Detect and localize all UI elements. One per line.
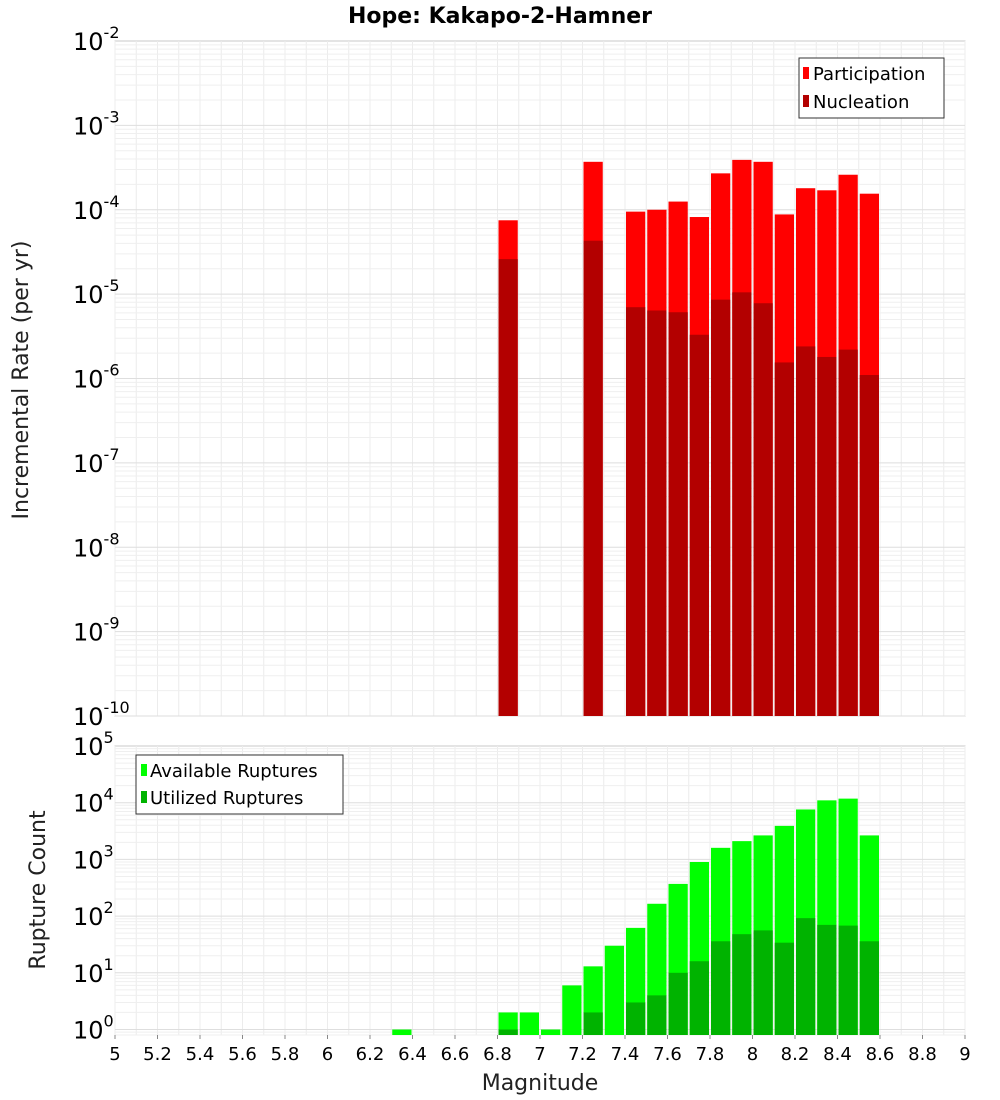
rate-panel: 10-2 10-3 10-4 10-5 10-6 10-7 10-8 10-9 10-10 In… xyxy=(9,23,966,731)
count-utilized-ruptures-bar xyxy=(711,941,731,1035)
x-tick-label: 5.6 xyxy=(228,1044,257,1065)
count-utilized-ruptures-bar xyxy=(774,942,794,1035)
count-y-tick-label: 101 xyxy=(73,955,114,988)
rate-legend: Participation Nucleation xyxy=(798,57,945,119)
x-tick-label: 9 xyxy=(959,1044,970,1065)
x-tick-label: 7.8 xyxy=(696,1044,725,1065)
participation-legend-swatch xyxy=(803,67,809,79)
x-tick-label: 6.2 xyxy=(356,1044,385,1065)
rate-nucleation-bar xyxy=(668,312,688,716)
rate-gridlines xyxy=(114,41,966,717)
count-y-tick-label: 103 xyxy=(73,841,114,874)
count-utilized-ruptures-bar xyxy=(817,924,837,1035)
count-utilized-ruptures-bar xyxy=(753,930,773,1035)
rate-y-tick-label: 10-3 xyxy=(73,107,120,140)
count-available-ruptures-bar xyxy=(498,1012,518,1035)
x-tick-label: 5.8 xyxy=(271,1044,300,1065)
rate-y-tick-label: 10-8 xyxy=(73,529,120,562)
rate-nucleation-bar xyxy=(583,240,603,717)
x-tick-label: 8.4 xyxy=(823,1044,852,1065)
count-gridlines xyxy=(114,746,966,1036)
x-tick-label: 6 xyxy=(322,1044,333,1065)
count-utilized-ruptures-bar xyxy=(498,1029,518,1035)
count-available-ruptures-bar xyxy=(604,945,624,1035)
rate-y-tick-label: 10-10 xyxy=(73,698,130,731)
rate-y-axis-label: Incremental Rate (per yr) xyxy=(9,241,34,520)
rate-bars xyxy=(498,159,879,717)
utilized-legend-swatch xyxy=(141,791,147,803)
rate-nucleation-bar xyxy=(817,356,837,716)
x-tick-label: 7 xyxy=(534,1044,545,1065)
x-tick-label: 5.4 xyxy=(186,1044,215,1065)
count-y-tick-label: 104 xyxy=(73,785,114,818)
count-panel: 105 104 103 102 101 100 5 5.2 5.4 5.6 5.8 6 6.2 6.4 6… xyxy=(26,728,971,1096)
rate-nucleation-bar xyxy=(796,346,816,716)
count-utilized-ruptures-bar xyxy=(732,934,752,1035)
rate-nucleation-bar xyxy=(753,303,773,716)
x-tick-label: 8.2 xyxy=(781,1044,810,1065)
count-utilized-ruptures-bar xyxy=(796,918,816,1035)
count-utilized-ruptures-bar xyxy=(583,1012,603,1035)
rate-y-tick-label: 10-9 xyxy=(73,614,120,647)
count-utilized-ruptures-bar xyxy=(838,925,858,1035)
x-tick-label: 6.8 xyxy=(483,1044,512,1065)
rate-y-tick-label: 10-7 xyxy=(73,445,120,478)
count-utilized-ruptures-bar xyxy=(647,995,667,1035)
rate-y-tick-label: 10-6 xyxy=(73,361,120,394)
count-y-axis-label: Rupture Count xyxy=(26,810,51,970)
count-y-tick-label: 102 xyxy=(73,898,114,931)
x-tick-label: 7.4 xyxy=(611,1044,640,1065)
count-available-ruptures-bar xyxy=(519,1012,539,1035)
x-tick-label: 6.4 xyxy=(398,1044,427,1065)
rate-nucleation-bar xyxy=(498,259,518,716)
rate-legend-box xyxy=(798,57,945,119)
rate-nucleation-bar xyxy=(626,307,646,716)
count-bars xyxy=(392,798,879,1035)
nucleation-legend-label: Nucleation xyxy=(813,92,909,113)
available-legend-label: Available Ruptures xyxy=(150,761,318,782)
nucleation-legend-swatch xyxy=(803,95,809,107)
x-tick-label: 8.6 xyxy=(866,1044,895,1065)
count-legend: Available Ruptures Utilized Ruptures xyxy=(135,754,344,815)
participation-legend-label: Participation xyxy=(813,64,925,85)
count-y-tick-label: 105 xyxy=(73,728,114,761)
rate-nucleation-bar xyxy=(689,334,709,716)
rate-nucleation-bar xyxy=(838,349,858,716)
count-available-ruptures-bar xyxy=(392,1029,412,1035)
rate-nucleation-bar xyxy=(647,310,667,716)
x-tick-label: 7.2 xyxy=(568,1044,597,1065)
rate-nucleation-bar xyxy=(711,299,731,716)
count-y-ticks: 105 104 103 102 101 100 xyxy=(73,728,114,1045)
x-axis-label: Magnitude xyxy=(482,1071,599,1096)
count-utilized-ruptures-bar xyxy=(689,961,709,1035)
rate-y-tick-label: 10-2 xyxy=(73,23,120,56)
count-y-tick-label: 100 xyxy=(73,1012,114,1045)
rate-nucleation-bar xyxy=(774,362,794,716)
count-utilized-ruptures-bar xyxy=(626,1002,646,1035)
rate-y-tick-label: 10-4 xyxy=(73,192,120,225)
count-utilized-ruptures-bar xyxy=(859,941,879,1035)
rate-nucleation-bar xyxy=(859,375,879,716)
count-legend-box xyxy=(135,754,344,815)
chart-title: Hope: Kakapo-2-Hamner xyxy=(348,4,652,29)
x-tick-label: 5 xyxy=(109,1044,120,1065)
rate-y-tick-label: 10-5 xyxy=(73,276,120,309)
utilized-legend-label: Utilized Ruptures xyxy=(150,788,303,809)
x-tick-label: 8 xyxy=(747,1044,758,1065)
x-tick-label: 7.6 xyxy=(653,1044,682,1065)
x-tick-label: 8.8 xyxy=(908,1044,937,1065)
rate-nucleation-bar xyxy=(732,292,752,716)
count-utilized-ruptures-bar xyxy=(668,972,688,1035)
count-available-ruptures-bar xyxy=(562,985,582,1035)
available-legend-swatch xyxy=(141,764,147,776)
x-tick-label: 5.2 xyxy=(143,1044,172,1065)
count-available-ruptures-bar xyxy=(541,1029,561,1035)
rate-y-ticks: 10-2 10-3 10-4 10-5 10-6 10-7 10-8 10-9 10-10 xyxy=(73,23,130,731)
x-tick-label: 6.6 xyxy=(441,1044,470,1065)
x-ticks: 5 5.2 5.4 5.6 5.8 6 6.2 6.4 6.6 6.8 7 7.2 7.4 7.6 7.8 8… xyxy=(109,1035,971,1065)
